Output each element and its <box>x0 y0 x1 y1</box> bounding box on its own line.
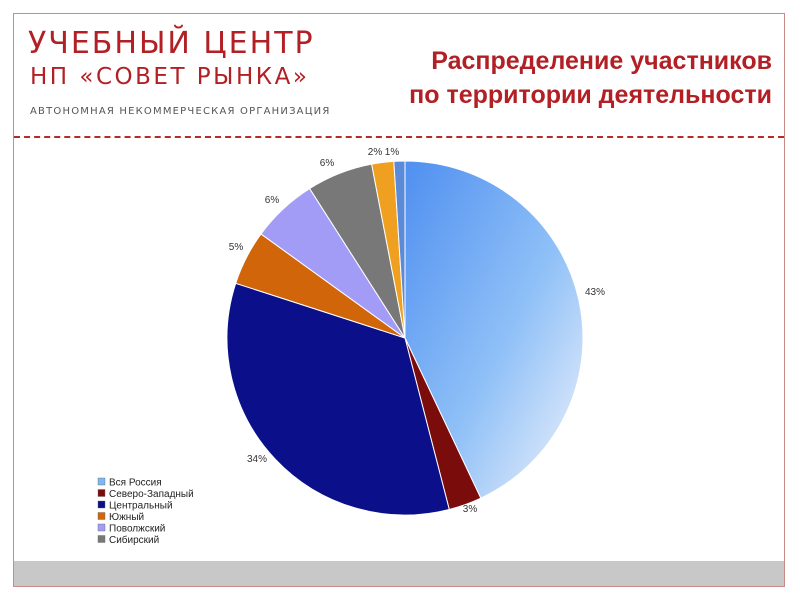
legend-swatch-4 <box>97 512 106 520</box>
legend-swatch-6 <box>97 535 106 543</box>
pie-labels: 43% 3% 34% 5% 6% 6% 2% 1% <box>229 147 605 515</box>
legend-label-1: Вся Россия <box>109 478 162 489</box>
slice-label-8: 1% <box>385 147 400 158</box>
org-name: УЧЕБНЫЙ ЦЕНТР <box>28 26 315 61</box>
page-title: Распределение участников по территории д… <box>312 44 772 112</box>
legend-label-2: Северо-Западный <box>109 489 194 500</box>
slice-label-2: 3% <box>463 504 478 515</box>
slice-label-3: 34% <box>247 454 267 465</box>
header-divider <box>14 136 784 138</box>
title-line-2: по территории деятельности <box>409 81 772 109</box>
slice-label-5: 6% <box>265 195 280 206</box>
title-line-1: Распределение участников <box>431 47 772 75</box>
org-description: АВТОНОМНАЯ НЕКОММЕРЧЕСКАЯ ОРГАНИЗАЦИЯ <box>30 106 331 117</box>
pie-slices <box>226 160 584 516</box>
pie-slice-1 <box>404 160 584 499</box>
pie-slice-3 <box>226 282 450 516</box>
slice-label-4: 5% <box>229 242 244 253</box>
slice-label-7: 2% <box>368 147 383 158</box>
org-subtitle: НП «СОВЕТ РЫНКА» <box>30 64 310 90</box>
legend-swatch-1 <box>97 477 106 486</box>
slice-label-1: 43% <box>585 287 605 298</box>
legend-label-6: Сибирский <box>109 534 159 546</box>
legend-label-4: Южный <box>109 512 144 523</box>
legend-label-5: Поволжский <box>109 524 165 535</box>
legend-swatch-5 <box>97 523 106 532</box>
slice-label-6: 6% <box>320 158 335 169</box>
chart-legend: Вся РоссияСеверо-ЗападныйЦентральныйЮжны… <box>97 477 194 546</box>
footer-bar <box>14 561 784 586</box>
legend-label-3: Центральный <box>109 501 173 512</box>
legend-swatch-2 <box>97 489 106 497</box>
pie-slice-8 <box>393 160 406 339</box>
legend-swatch-3 <box>97 500 106 509</box>
